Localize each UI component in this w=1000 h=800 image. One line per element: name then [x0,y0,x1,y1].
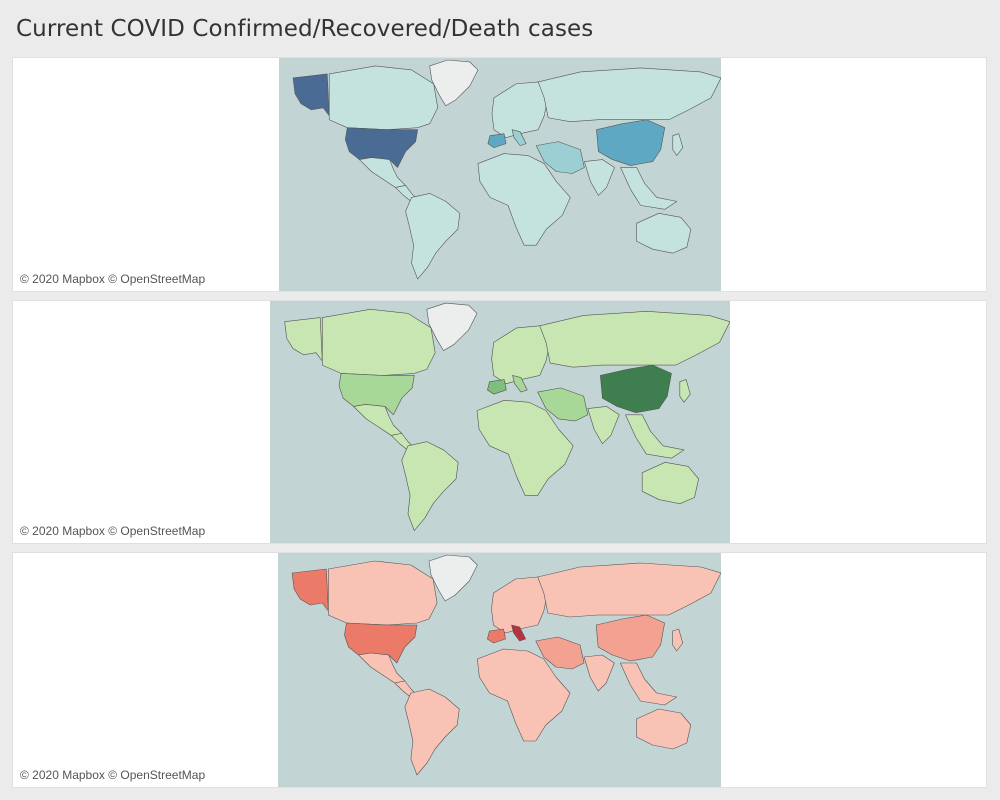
india[interactable] [587,406,620,445]
italy[interactable] [511,129,527,146]
africa[interactable] [477,153,571,246]
australia[interactable] [636,213,692,254]
australia[interactable] [636,708,692,750]
confirmed-world-map[interactable] [279,58,721,291]
middle-east[interactable] [537,387,589,422]
map-attribution[interactable]: © 2020 Mapbox © OpenStreetMap [20,272,206,286]
russia[interactable] [539,311,730,368]
greenland[interactable] [428,554,478,602]
usa[interactable] [344,622,418,664]
india[interactable] [584,159,615,196]
europe[interactable] [491,325,551,385]
canada[interactable] [328,65,439,130]
italy[interactable] [511,624,526,642]
canada[interactable] [328,560,438,626]
usa[interactable] [338,373,415,416]
mexico[interactable] [358,652,406,684]
deaths-map-svg [278,553,721,787]
deaths-map-panel: © 2020 Mapbox © OpenStreetMap [12,552,987,788]
europe[interactable] [491,576,549,634]
russia[interactable] [537,562,721,618]
middle-east[interactable] [535,141,585,174]
middle-east[interactable] [535,636,585,670]
greenland[interactable] [426,302,478,351]
greenland[interactable] [429,59,479,107]
japan[interactable] [672,133,684,156]
canada[interactable] [321,308,436,376]
spain[interactable] [487,133,507,148]
china[interactable] [595,614,665,662]
spain[interactable] [487,379,507,395]
alaska[interactable] [284,317,323,362]
recovered-world-map[interactable] [270,301,730,543]
map-attribution[interactable]: © 2020 Mapbox © OpenStreetMap [20,524,206,538]
alaska[interactable] [292,73,330,117]
europe[interactable] [491,81,549,138]
recovered-map-svg [270,301,730,543]
recovered-map-panel: © 2020 Mapbox © OpenStreetMap [12,300,987,544]
southeast-asia[interactable] [625,414,685,459]
mexico[interactable] [359,157,406,188]
southeast-asia[interactable] [620,662,678,706]
south-america[interactable] [404,688,460,776]
map-attribution[interactable]: © 2020 Mapbox © OpenStreetMap [20,768,206,782]
spain[interactable] [487,628,506,644]
china[interactable] [596,119,666,166]
alaska[interactable] [291,568,329,612]
australia[interactable] [641,462,699,505]
south-america[interactable] [401,441,459,531]
africa[interactable] [476,399,574,496]
japan[interactable] [679,379,691,403]
africa[interactable] [477,648,571,742]
deaths-world-map[interactable] [278,553,721,787]
china[interactable] [600,364,672,414]
south-america[interactable] [405,193,461,280]
usa[interactable] [344,127,418,168]
india[interactable] [583,654,615,692]
mexico[interactable] [353,404,403,436]
russia[interactable] [537,67,721,123]
confirmed-map-svg [279,58,721,291]
japan[interactable] [672,628,684,652]
dashboard-title: Current COVID Confirmed/Recovered/Death … [16,16,594,42]
confirmed-map-panel: © 2020 Mapbox © OpenStreetMap [12,57,987,292]
southeast-asia[interactable] [620,167,678,210]
italy[interactable] [512,375,528,393]
